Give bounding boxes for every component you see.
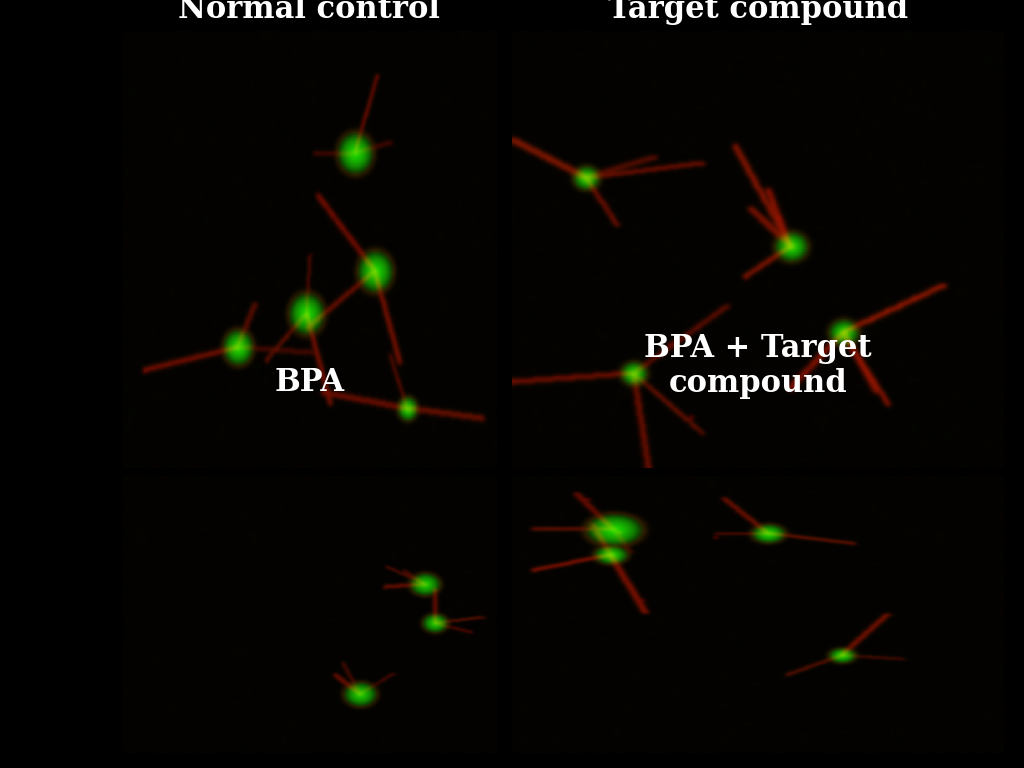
Text: Target compound: Target compound (607, 0, 908, 25)
Text: BPA + Target
compound: BPA + Target compound (644, 333, 871, 399)
Text: BPA: BPA (274, 367, 344, 398)
Text: Normal control: Normal control (178, 0, 440, 25)
